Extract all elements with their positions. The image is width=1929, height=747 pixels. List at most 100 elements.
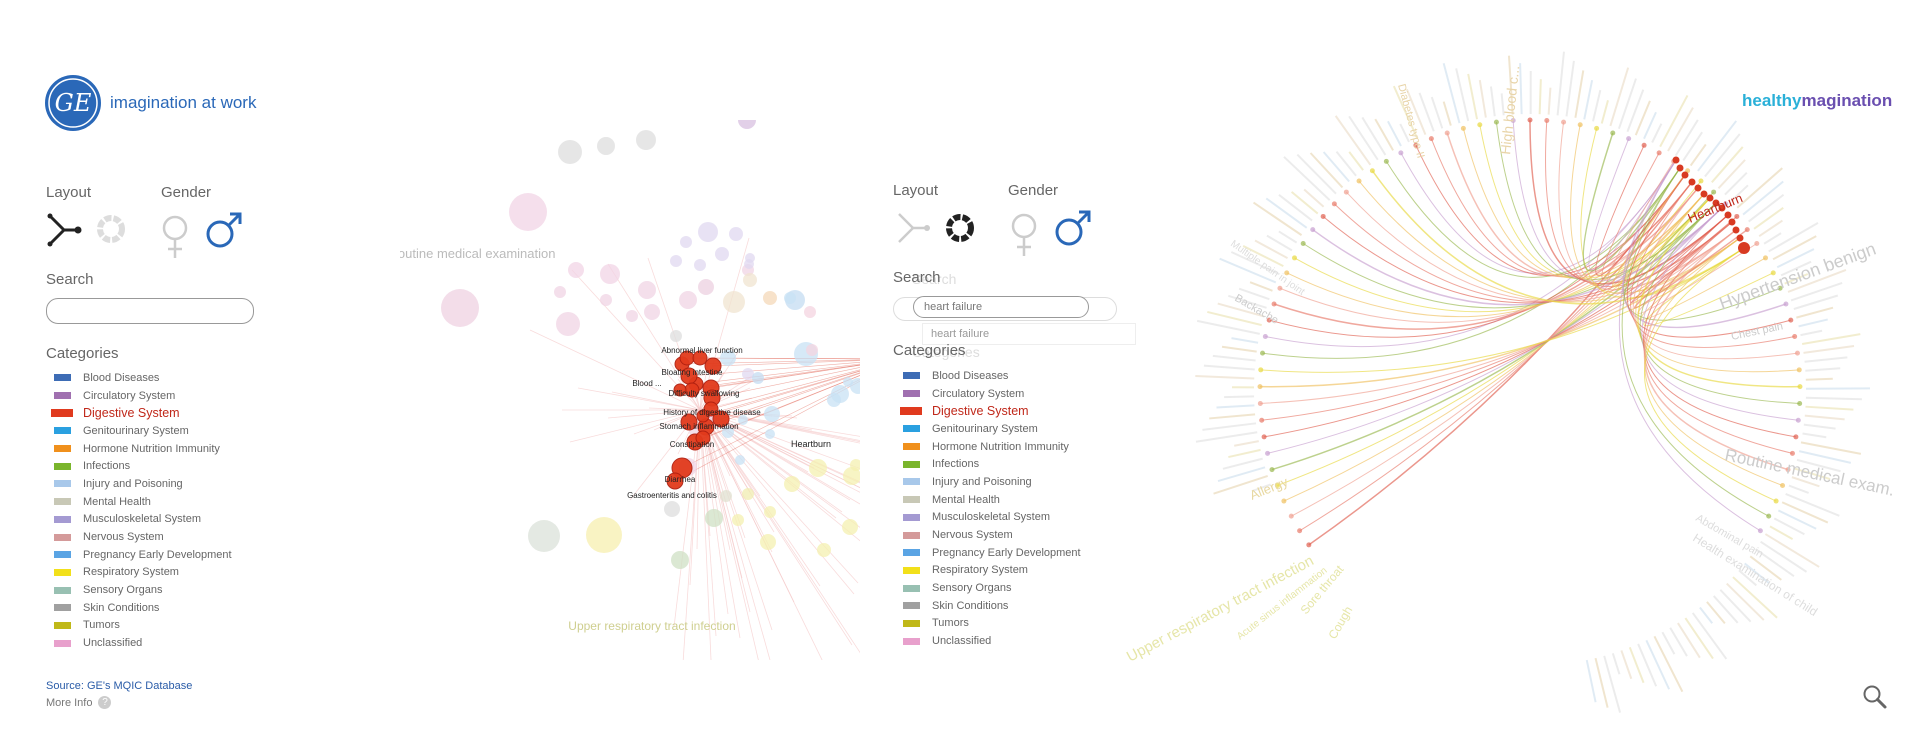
graph-node[interactable] [680, 236, 692, 248]
radial-digestive-node[interactable] [1718, 204, 1726, 212]
radial-node[interactable] [1711, 189, 1717, 195]
radial-node[interactable] [1257, 400, 1263, 406]
graph-node[interactable] [722, 426, 734, 438]
radial-node[interactable] [1797, 384, 1803, 390]
radial-node[interactable] [1444, 130, 1450, 136]
graph-node[interactable] [556, 312, 580, 336]
graph-node[interactable] [694, 259, 706, 271]
category-item[interactable]: Musculoskeletal System [54, 511, 232, 529]
category-item[interactable]: Tumors [54, 617, 232, 635]
category-2-item[interactable]: Musculoskeletal System [903, 509, 1081, 527]
category-2-item[interactable]: Pregnancy Early Development [903, 544, 1081, 562]
graph-node[interactable] [720, 490, 732, 502]
category-2-item[interactable]: Unclassified [903, 632, 1081, 650]
graph-node-large[interactable] [528, 520, 560, 552]
category-item[interactable]: Blood Diseases [54, 369, 232, 387]
radial-node[interactable] [1306, 542, 1312, 548]
radial-layout-button[interactable] [96, 214, 126, 244]
radial-node[interactable] [1277, 285, 1283, 291]
radial-node[interactable] [1734, 213, 1740, 219]
category-item[interactable]: Nervous System [54, 528, 232, 546]
category-2-item[interactable]: Circulatory System [903, 385, 1081, 403]
radial-node[interactable] [1398, 150, 1404, 156]
graph-node[interactable] [554, 286, 566, 298]
radial-digestive-node[interactable] [1676, 164, 1684, 172]
zoom-button[interactable] [1862, 684, 1888, 710]
graph-node[interactable] [743, 273, 757, 287]
radial-node[interactable] [1510, 118, 1516, 124]
radial-node[interactable] [1594, 125, 1600, 131]
radial-digestive-node[interactable] [1706, 194, 1714, 202]
radial-node[interactable] [1641, 142, 1647, 148]
graph-node[interactable] [597, 137, 615, 155]
graph-node[interactable] [806, 344, 818, 356]
graph-node[interactable] [705, 509, 723, 527]
radial-node[interactable] [1789, 450, 1795, 456]
radial-digestive-node[interactable] [1738, 242, 1750, 254]
category-item[interactable]: Pregnancy Early Development [54, 546, 232, 564]
graph-node[interactable] [644, 304, 660, 320]
radial-node[interactable] [1723, 201, 1729, 207]
category-item[interactable]: Injury and Poisoning [54, 475, 232, 493]
radial-digestive-node[interactable] [1736, 234, 1744, 242]
category-2-item[interactable]: Nervous System [903, 526, 1081, 544]
graph-node[interactable] [732, 514, 744, 526]
graph-node[interactable] [842, 519, 858, 535]
radial-node[interactable] [1785, 467, 1791, 473]
graph-node[interactable] [765, 429, 775, 439]
graph-node[interactable] [715, 247, 729, 261]
graph-node[interactable] [600, 264, 620, 284]
radial-node[interactable] [1320, 213, 1326, 219]
graph-node[interactable] [698, 279, 714, 295]
radial-node[interactable] [1797, 400, 1803, 406]
radial-node[interactable] [1754, 241, 1760, 247]
radial-node[interactable] [1258, 367, 1264, 373]
radial-node[interactable] [1757, 528, 1763, 534]
graph-node[interactable] [738, 120, 756, 129]
category-2-item[interactable]: Skin Conditions [903, 597, 1081, 615]
graph-node[interactable] [720, 350, 736, 366]
graph-node[interactable] [763, 291, 777, 305]
graph-node[interactable] [738, 415, 748, 425]
graph-node[interactable] [764, 506, 776, 518]
radial-node[interactable] [1793, 434, 1799, 440]
radial-node[interactable] [1610, 130, 1616, 136]
graph-node[interactable] [843, 377, 853, 387]
radial-node[interactable] [1770, 270, 1776, 276]
radial-node[interactable] [1744, 227, 1750, 233]
radial-node[interactable] [1428, 136, 1434, 142]
radial-node[interactable] [1310, 227, 1316, 233]
radial-digestive-node[interactable] [1688, 178, 1696, 186]
radial-node[interactable] [1274, 483, 1280, 489]
radial-node[interactable] [1262, 334, 1268, 340]
category-item[interactable]: Skin Conditions [54, 599, 232, 617]
category-2-item[interactable]: Blood Diseases [903, 367, 1081, 385]
category-2-item[interactable]: Infections [903, 455, 1081, 473]
digestive-node[interactable] [695, 430, 711, 446]
graph-node[interactable] [698, 222, 718, 242]
radial-node[interactable] [1265, 450, 1271, 456]
graph-node[interactable] [760, 534, 776, 550]
radial-node[interactable] [1383, 158, 1389, 164]
search-input[interactable] [46, 298, 254, 324]
radial-node[interactable] [1698, 178, 1704, 184]
radial-node[interactable] [1656, 150, 1662, 156]
radial-node[interactable] [1356, 178, 1362, 184]
graph-node[interactable] [723, 291, 745, 313]
female-button[interactable] [160, 214, 190, 260]
category-2-item[interactable]: Mental Health [903, 491, 1081, 509]
graph-node[interactable] [742, 368, 754, 380]
category-item[interactable]: Unclassified [54, 634, 232, 652]
category-item[interactable]: Digestive System [51, 404, 232, 422]
radial-node[interactable] [1762, 255, 1768, 261]
network-layout-button[interactable] [46, 212, 82, 248]
graph-node[interactable] [827, 393, 841, 407]
category-item[interactable]: Hormone Nutrition Immunity [54, 440, 232, 458]
radial-digestive-node[interactable] [1712, 199, 1720, 207]
radial-node[interactable] [1292, 255, 1298, 261]
graph-node[interactable] [638, 281, 656, 299]
radial-node[interactable] [1259, 417, 1265, 423]
radial-digestive-node[interactable] [1694, 184, 1702, 192]
male-button-2[interactable] [1053, 208, 1093, 248]
graph-node[interactable] [784, 476, 800, 492]
